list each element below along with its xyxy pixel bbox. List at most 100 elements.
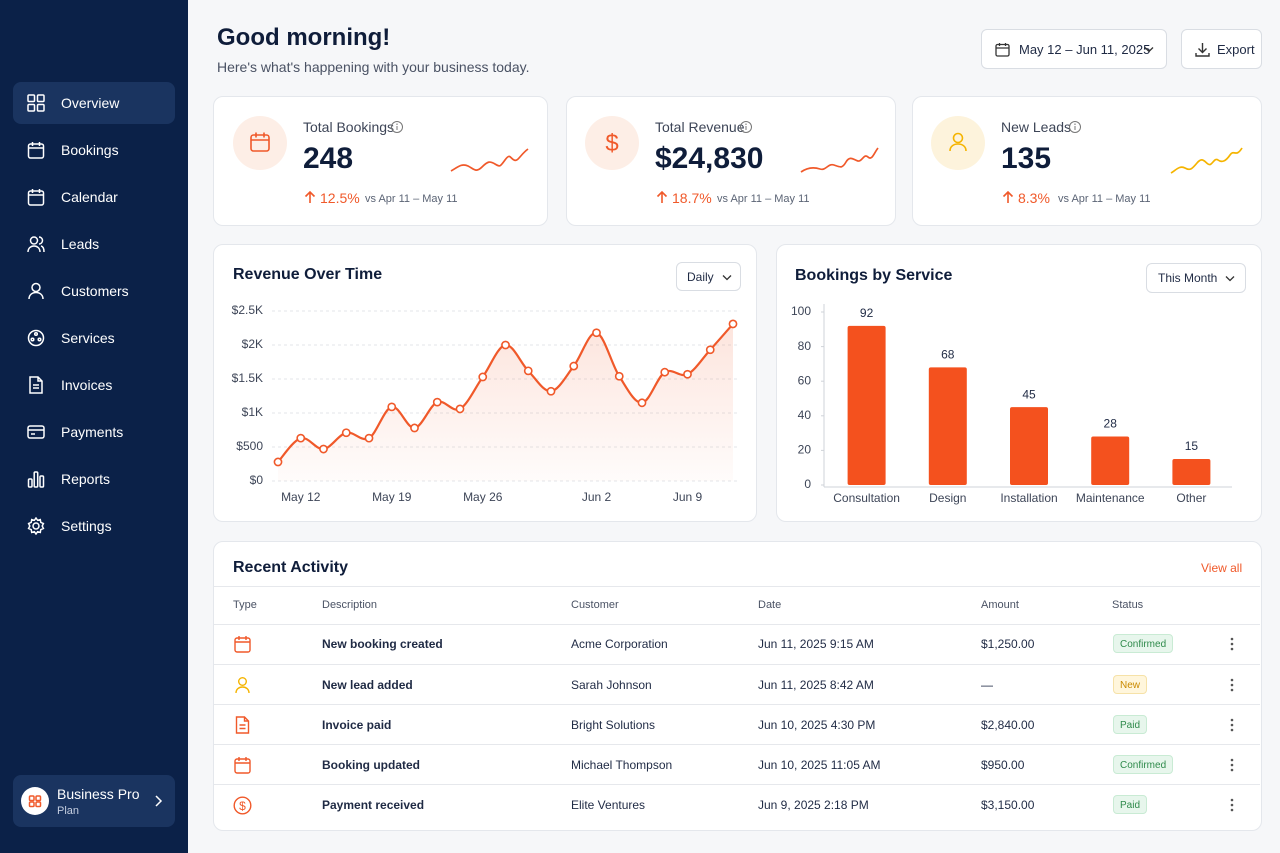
nav-item[interactable]: Invoices: [13, 364, 175, 406]
type-icon: [235, 677, 250, 694]
plan-icon: [21, 787, 49, 815]
kpi-label: Total Bookings: [303, 119, 395, 135]
nav-item[interactable]: Payments: [13, 411, 175, 453]
cell-amount: $2,840.00: [981, 718, 1035, 732]
kpi-period: vs Apr 11 – May 11: [1058, 193, 1151, 205]
cell-customer: Michael Thompson: [571, 758, 673, 772]
cell-description: New lead added: [322, 678, 413, 692]
cell-customer: Acme Corporation: [571, 637, 668, 651]
cell-description: Payment received: [322, 798, 425, 812]
cell-amount: —: [981, 678, 993, 692]
divider: [214, 664, 1260, 665]
status-badge: Paid: [1113, 715, 1148, 734]
type-icon: [234, 757, 251, 774]
kpi-change: 18.7%: [672, 190, 712, 206]
cell-customer: Elite Ventures: [571, 798, 646, 812]
kpi-value: 135: [1001, 142, 1052, 175]
export-label: Export: [1217, 41, 1255, 57]
plan-label: Plan: [57, 805, 80, 817]
export-button[interactable]: Export: [1181, 29, 1262, 69]
info-icon: [1069, 121, 1081, 133]
nav-item[interactable]: Reports: [13, 458, 175, 500]
status-badge: Paid: [1113, 795, 1148, 814]
nav-label: Leads: [61, 236, 100, 252]
cell-description: Booking updated: [322, 758, 420, 772]
plan-card[interactable]: Business Pro Plan: [13, 775, 175, 827]
kpi-label: New Leads: [1001, 119, 1072, 135]
status-badge: New: [1113, 675, 1148, 694]
kpi-change: 8.3%: [1018, 190, 1050, 206]
nav-item[interactable]: Calendar: [13, 176, 175, 218]
nav-item[interactable]: Settings: [13, 505, 175, 547]
cell-description: New booking created: [322, 637, 443, 651]
column-header: Type: [233, 599, 257, 611]
nav-label: Bookings: [61, 142, 119, 158]
status-badge: Confirmed: [1113, 755, 1174, 774]
cell-date: Jun 9, 2025 2:18 PM: [758, 798, 869, 812]
up-arrow: [304, 190, 316, 203]
page-subtitle: Here's what's happening with your busine…: [217, 59, 530, 75]
nav-label: Payments: [61, 424, 124, 440]
info-icon: [391, 121, 403, 133]
column-header: Customer: [571, 599, 619, 611]
cell-date: Jun 11, 2025 9:15 AM: [758, 637, 874, 651]
row-menu[interactable]: [1230, 718, 1234, 732]
column-header: Description: [322, 599, 378, 611]
activity-card: [213, 541, 1262, 831]
nav-item[interactable]: Customers: [13, 270, 175, 312]
divider: [214, 624, 1260, 625]
sparkline: [1170, 147, 1243, 174]
plan-name: Business Pro: [57, 786, 140, 802]
sparkline: [800, 147, 879, 173]
nav-item[interactable]: Overview: [13, 82, 175, 124]
nav-item[interactable]: Bookings: [13, 129, 175, 171]
kpi-label: Total Revenue: [655, 119, 745, 135]
cell-date: Jun 11, 2025 8:42 AM: [758, 678, 874, 692]
type-icon: [235, 716, 250, 734]
kpi-period: vs Apr 11 – May 11: [717, 193, 810, 205]
svg-text:$: $: [239, 799, 246, 813]
divider: [214, 704, 1260, 705]
type-icon: [234, 636, 251, 653]
kpi-icon: [931, 116, 985, 170]
up-arrow: [656, 190, 668, 203]
cell-date: Jun 10, 2025 4:30 PM: [758, 718, 876, 732]
dropdown-label: This Month: [1158, 271, 1218, 285]
divider: [214, 744, 1260, 745]
cell-description: Invoice paid: [322, 718, 392, 732]
nav-item[interactable]: Leads: [13, 223, 175, 265]
nav-item[interactable]: Services: [13, 317, 175, 359]
kpi-period: vs Apr 11 – May 11: [365, 193, 458, 205]
up-arrow: [1002, 190, 1014, 203]
nav-label: Invoices: [61, 377, 113, 393]
divider: [214, 784, 1260, 785]
dropdown-label: Daily: [687, 269, 714, 284]
kpi-value: $24,830: [655, 142, 764, 175]
cell-date: Jun 10, 2025 11:05 AM: [758, 758, 881, 772]
row-menu[interactable]: [1230, 637, 1234, 651]
kpi-change: 12.5%: [320, 190, 360, 206]
row-menu[interactable]: [1230, 798, 1234, 812]
nav-label: Calendar: [61, 189, 118, 205]
kpi-icon: [233, 116, 287, 170]
dropdown[interactable]: Daily: [676, 262, 741, 291]
chart-title: Revenue Over Time: [233, 266, 383, 283]
cell-customer: Sarah Johnson: [571, 678, 652, 692]
view-all-link[interactable]: View all: [1201, 561, 1243, 575]
row-menu[interactable]: [1230, 758, 1234, 772]
row-menu[interactable]: [1230, 678, 1234, 692]
cell-amount: $3,150.00: [981, 798, 1035, 812]
cell-customer: Bright Solutions: [571, 718, 656, 732]
chart-title: Bookings by Service: [795, 267, 953, 284]
date-range-button[interactable]: May 12 – Jun 11, 2025: [981, 29, 1167, 69]
status-badge: Confirmed: [1113, 634, 1174, 653]
date-range: May 12 – Jun 11, 2025: [1019, 41, 1151, 57]
nav-label: Overview: [61, 95, 120, 111]
sidebar: Overview Bookings Calendar Leads Custome…: [0, 0, 188, 853]
dropdown[interactable]: This Month: [1146, 263, 1246, 293]
nav-label: Reports: [61, 471, 111, 487]
chevron: [155, 795, 163, 807]
nav-label: Customers: [61, 283, 129, 299]
column-header: Date: [758, 599, 782, 611]
